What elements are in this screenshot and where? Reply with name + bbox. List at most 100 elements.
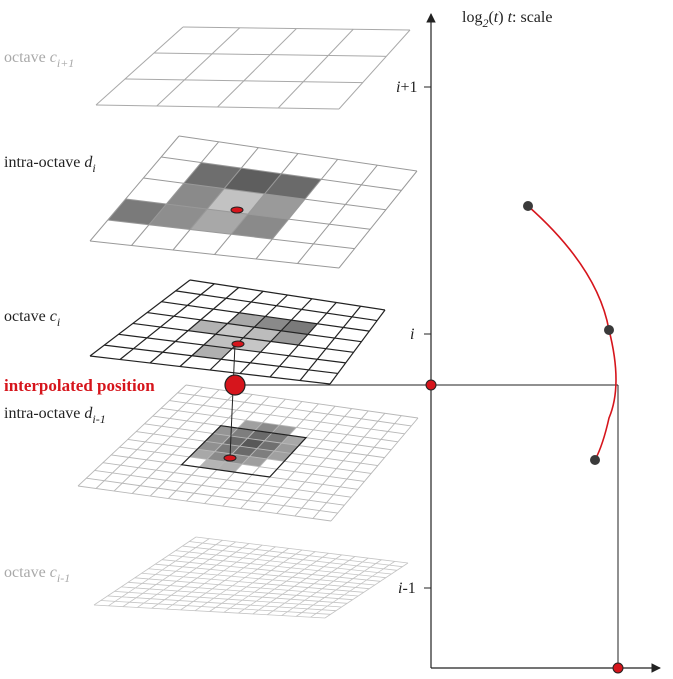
grid-line: [156, 27, 241, 107]
grid-line: [281, 557, 369, 616]
grid-line: [134, 577, 359, 597]
grid-shaded-cell: [272, 425, 297, 436]
grid-line: [295, 559, 382, 617]
grid-line: [169, 400, 405, 435]
grid-line: [223, 551, 316, 613]
grid-line: [89, 279, 191, 357]
grid-line: [238, 552, 329, 614]
grid-line: [161, 156, 402, 191]
grid-shaded-cell: [199, 459, 225, 470]
grid-shaded-cell: [249, 448, 275, 459]
grid-shaded-cell: [148, 204, 208, 230]
layer-label-intra-lower: intra-octave di-1: [4, 405, 106, 426]
grid-shaded-cell: [166, 183, 225, 210]
grid-shaded-cell: [270, 330, 308, 346]
grid-line: [153, 52, 387, 57]
grid-layers: [77, 26, 419, 619]
grid-shaded-cell: [231, 214, 289, 240]
grid-line: [329, 309, 386, 385]
grid-line: [93, 604, 326, 619]
grid-line: [182, 26, 411, 31]
grid-line: [189, 279, 386, 311]
grid-line: [209, 549, 303, 612]
grid-shaded-cell: [205, 433, 231, 444]
grid-line: [77, 384, 187, 487]
grid-line: [277, 28, 354, 109]
layer-label-octave-upper: octave ci+1: [4, 49, 74, 70]
grid-shaded-cell: [188, 319, 228, 335]
grid-line: [147, 311, 362, 343]
sample-link-line: [229, 343, 236, 459]
grid-shaded-cell: [239, 438, 265, 449]
grid-line: [168, 396, 270, 499]
grid-shaded-cell: [281, 435, 307, 446]
grid-line: [269, 302, 337, 378]
grid-line: [86, 477, 338, 514]
grid-line: [151, 543, 250, 609]
grid-line: [312, 415, 402, 519]
grid-line: [127, 438, 372, 474]
grid-line: [204, 401, 303, 504]
grid-line: [107, 595, 337, 612]
grid-line: [95, 26, 184, 106]
grid-shaded-cell: [197, 441, 223, 452]
sample-point-octave-mid: [231, 340, 245, 348]
grid-line: [255, 159, 339, 260]
grid-line: [161, 301, 370, 332]
grid-line: [258, 408, 353, 512]
grid-line: [185, 384, 419, 419]
sample-window-outline: [180, 425, 308, 478]
grid-shaded-cell: [183, 162, 242, 189]
grid-line: [299, 305, 362, 381]
curve-point-mid: [604, 325, 614, 335]
points: [223, 201, 624, 674]
grid-line: [168, 554, 386, 579]
grid-line: [89, 240, 340, 269]
grid-line: [178, 135, 418, 172]
grid-shaded-cell: [266, 451, 292, 462]
grid-line: [104, 344, 338, 375]
tick-label-i-minus-1: i-1: [398, 580, 416, 597]
grid-line: [239, 298, 313, 374]
grid-shaded-cell: [214, 443, 240, 454]
grid-line: [131, 391, 237, 494]
interpolated-position-point: [224, 374, 246, 396]
layer-label-octave-mid: octave ci: [4, 308, 60, 329]
grid-line: [182, 545, 397, 571]
grid-line: [121, 586, 348, 604]
tick-label-i-plus-1: i+1: [396, 79, 417, 96]
grid-line: [136, 431, 378, 466]
scale-axes: [424, 13, 661, 673]
grid-shaded-cell: [237, 420, 263, 431]
axis-title: log2(t) t: scale: [462, 9, 552, 30]
grid-shaded-cell: [243, 327, 282, 342]
tick-label-i: i: [410, 326, 414, 343]
grid-line: [175, 550, 392, 575]
grid-line: [195, 536, 409, 564]
grid-shaded-cell: [281, 320, 318, 335]
grid-shaded-cell: [230, 428, 255, 439]
grid-line: [137, 541, 236, 608]
grid-shaded-cell: [216, 461, 242, 473]
grid-line: [161, 407, 398, 443]
grid-line: [267, 556, 356, 616]
grid-line: [177, 392, 412, 427]
grid-shaded-cell: [207, 188, 265, 215]
x-axis-point: [612, 662, 624, 674]
layer-label-intra-upper: intra-octave di: [4, 154, 96, 175]
grid-shaded-cell: [254, 422, 280, 433]
grid-line: [114, 591, 342, 608]
curve-point-lower: [590, 455, 600, 465]
interpolation-curve: [527, 205, 617, 461]
grid-line: [209, 294, 288, 371]
grid-octave-lower: [93, 536, 409, 619]
grid-shaded-cell: [264, 432, 290, 444]
curve-point-upper: [523, 201, 533, 211]
grid-line: [100, 600, 331, 615]
grid-shaded-cell: [264, 173, 322, 200]
grid-line: [194, 548, 289, 612]
grid-shaded-cell: [107, 199, 167, 225]
grid-line: [324, 562, 409, 619]
